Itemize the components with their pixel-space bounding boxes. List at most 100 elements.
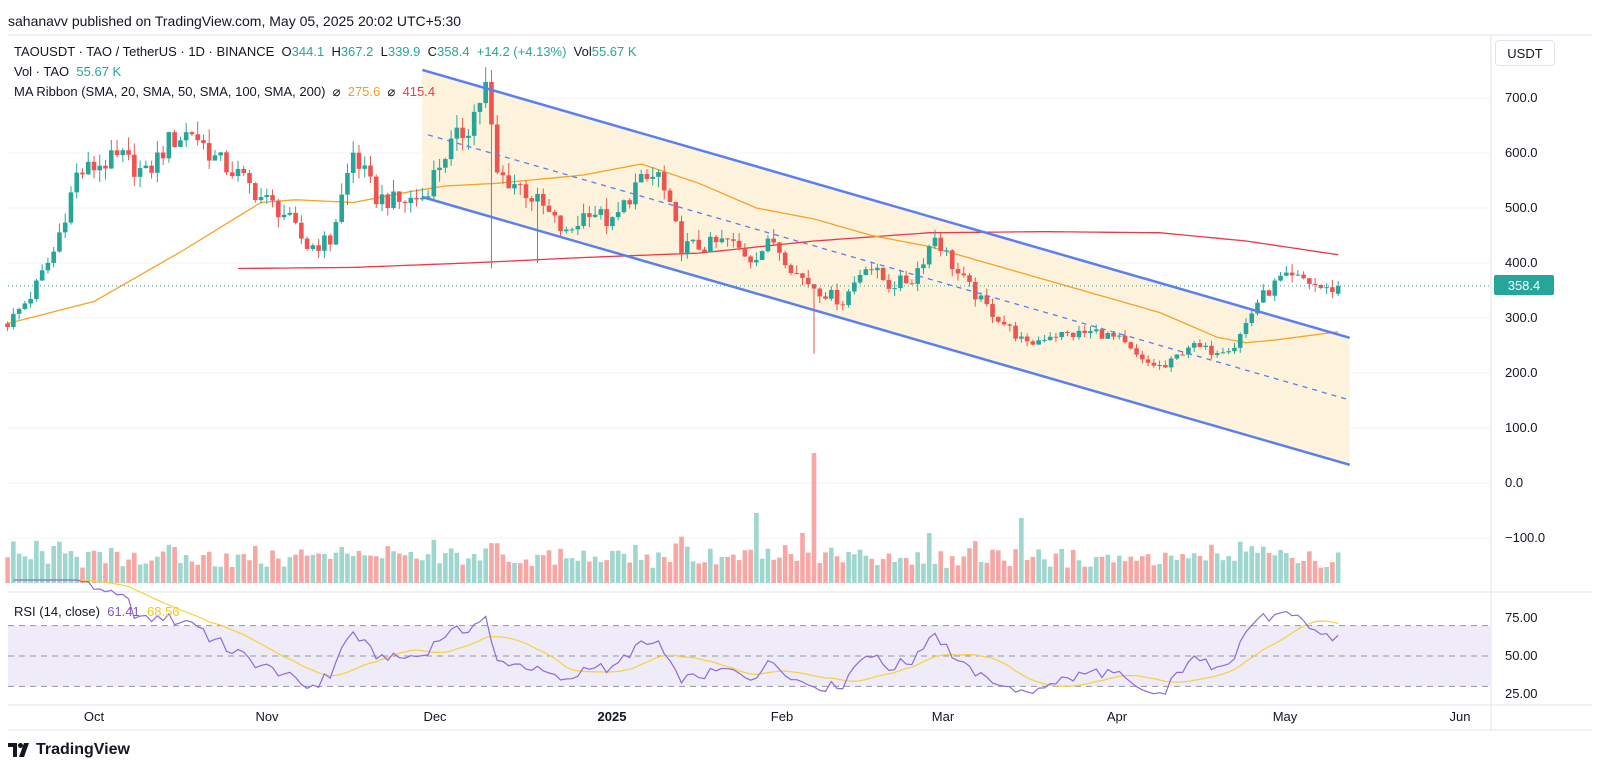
- candle-body: [540, 193, 546, 206]
- candle-body: [875, 267, 880, 271]
- candle: [719, 229, 725, 244]
- candle: [731, 232, 736, 248]
- volume-bar: [817, 563, 823, 583]
- volume-bar: [1128, 556, 1134, 583]
- candle-body: [379, 194, 385, 205]
- volume-bar: [875, 565, 880, 583]
- candle-body: [57, 232, 62, 252]
- candle-body: [281, 214, 287, 218]
- candle-body: [420, 197, 425, 200]
- candle: [252, 182, 258, 203]
- volume-bar: [932, 563, 938, 583]
- volume-bar: [22, 556, 28, 583]
- volume-bar: [529, 565, 535, 583]
- candle-body: [270, 195, 275, 201]
- candle: [552, 209, 558, 223]
- volume-bar: [684, 546, 690, 583]
- candle-body: [247, 173, 252, 184]
- candle: [915, 261, 920, 292]
- volume-bar: [926, 533, 932, 583]
- volume-bar: [1093, 557, 1099, 583]
- candle: [1001, 315, 1007, 327]
- candle-body: [650, 176, 656, 179]
- volume-bar: [615, 550, 621, 583]
- volume-bar: [673, 543, 679, 583]
- candle: [80, 168, 85, 179]
- candle: [143, 160, 149, 169]
- candle: [777, 241, 782, 261]
- candle: [103, 159, 108, 180]
- ma200-line: [237, 230, 1339, 270]
- volume-bar: [564, 558, 569, 583]
- candle-body: [108, 150, 114, 169]
- candle-body: [5, 323, 10, 328]
- candle-body: [1243, 323, 1249, 335]
- volume-bar: [1186, 558, 1191, 583]
- rsi-line: [13, 579, 1339, 695]
- candle-body: [1214, 353, 1220, 355]
- price-tick-label: 600.0: [1505, 145, 1538, 160]
- candle-body: [823, 296, 828, 299]
- volume-legend[interactable]: Vol · TAO 55.67 K: [14, 64, 121, 79]
- tradingview-logo[interactable]: TradingView: [8, 741, 130, 759]
- volume-bar: [57, 541, 62, 583]
- vol-value: 55.67 K: [591, 44, 637, 59]
- volume-bar: [1122, 561, 1128, 583]
- volume-bar: [644, 554, 650, 583]
- candle-body: [172, 132, 177, 147]
- candle: [1295, 270, 1301, 277]
- volume-bar: [546, 550, 552, 583]
- channel-lower-line: [421, 195, 1351, 467]
- volume-bar: [1197, 555, 1203, 583]
- candle: [218, 152, 224, 162]
- currency-button[interactable]: USDT: [1495, 40, 1555, 66]
- candle-body: [1134, 348, 1139, 355]
- volume-bar: [1019, 518, 1024, 583]
- price-tick-label: 300.0: [1505, 310, 1538, 325]
- candle-body: [212, 155, 218, 161]
- candle-body: [1318, 284, 1324, 288]
- symbol-name[interactable]: TAOUSDT · TAO / TetherUS · 1D · BINANCE: [14, 44, 275, 59]
- candle: [1243, 318, 1249, 339]
- candle: [1093, 324, 1099, 334]
- candle-body: [391, 191, 396, 209]
- rsi-legend[interactable]: RSI (14, close) 61.41 68.56: [14, 604, 180, 619]
- candle: [886, 274, 892, 293]
- candle: [1203, 342, 1208, 350]
- candle: [293, 206, 298, 225]
- candle: [627, 198, 632, 209]
- volume-bar: [218, 566, 224, 583]
- volume-bar: [892, 561, 897, 583]
- candle: [1134, 344, 1139, 358]
- volume-bar: [1335, 552, 1341, 583]
- candle-body: [1024, 336, 1030, 342]
- candle: [379, 184, 385, 212]
- candle-body: [74, 172, 80, 193]
- volume-bar: [149, 560, 154, 583]
- candle-body: [224, 152, 229, 173]
- candle: [448, 130, 454, 166]
- candle: [149, 160, 154, 179]
- volume-bar: [1111, 562, 1116, 583]
- volume-bar: [1260, 546, 1266, 583]
- candle: [385, 192, 391, 216]
- candle: [771, 229, 776, 247]
- volume-bar: [834, 556, 840, 583]
- candle: [1151, 358, 1157, 368]
- candle: [431, 160, 437, 202]
- candle-body: [1059, 332, 1064, 338]
- candle-body: [1174, 354, 1180, 359]
- volume-bar: [1036, 549, 1041, 583]
- volume-bar: [909, 564, 915, 583]
- candle: [754, 252, 759, 267]
- volume-bar: [1318, 567, 1324, 583]
- volume-bar: [1232, 560, 1237, 583]
- ma-ribbon-legend[interactable]: MA Ribbon (SMA, 20, SMA, 50, SMA, 100, S…: [14, 84, 435, 100]
- candle: [299, 215, 304, 245]
- candle: [57, 223, 62, 253]
- candle-body: [178, 140, 183, 147]
- candle-body: [11, 313, 16, 328]
- candle: [356, 144, 362, 179]
- candle: [1301, 271, 1306, 280]
